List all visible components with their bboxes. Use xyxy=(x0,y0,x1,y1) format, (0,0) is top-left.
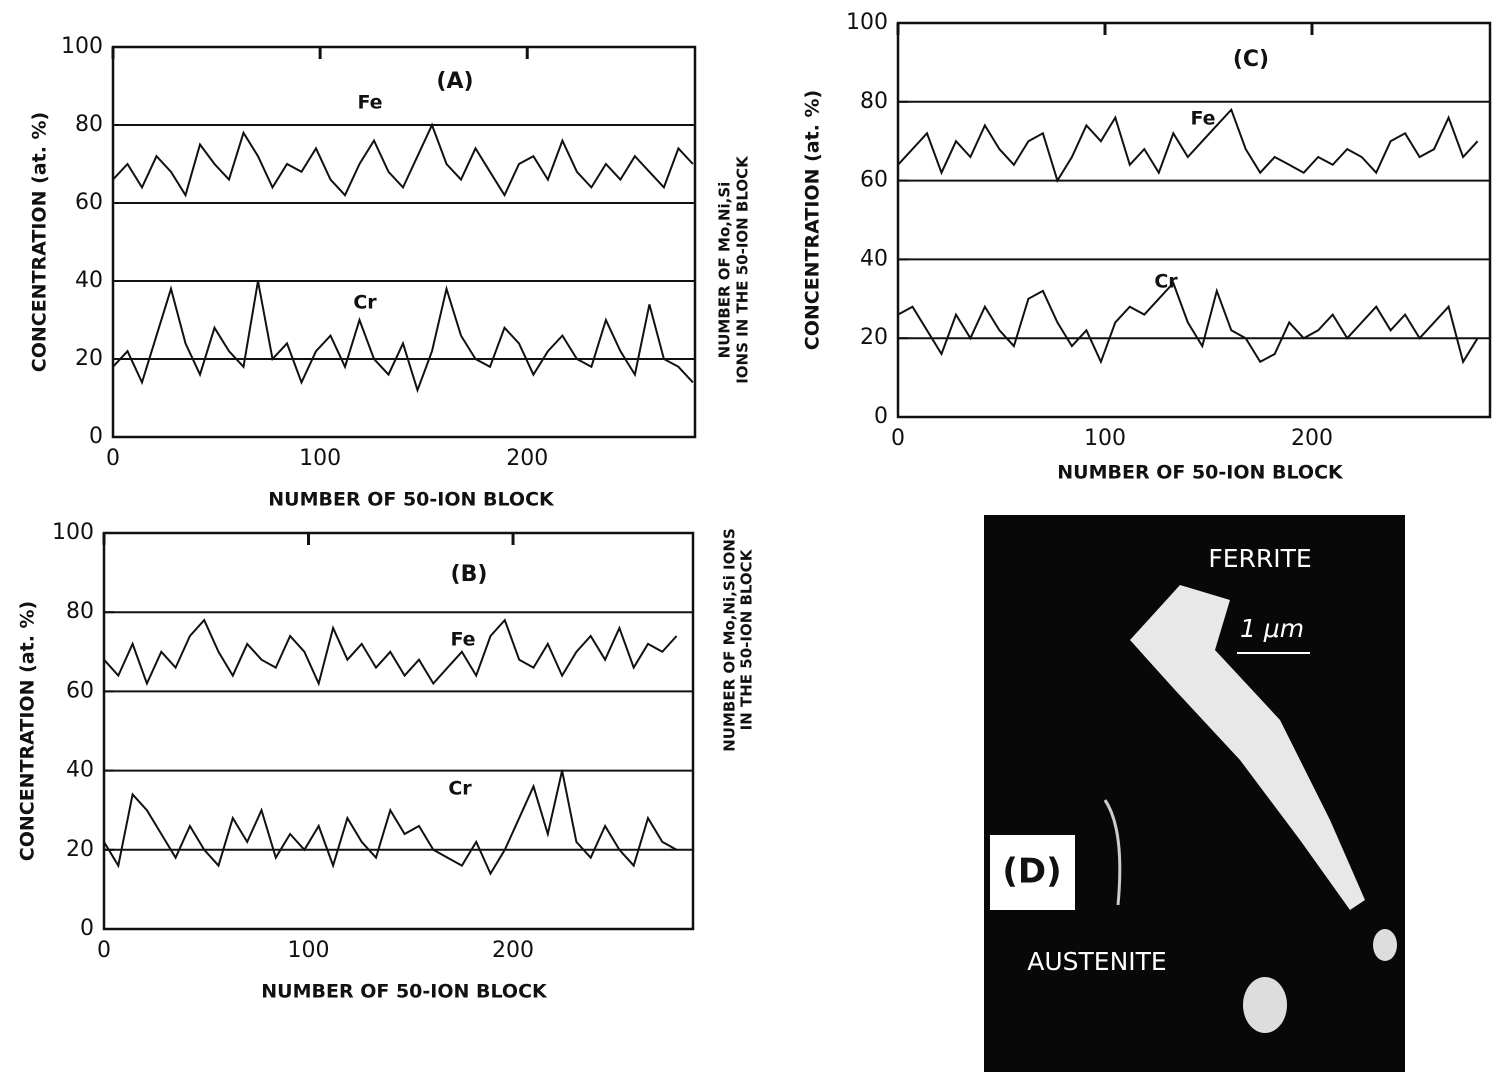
y-tick-label: 0 xyxy=(80,916,94,941)
series-label: Fe xyxy=(450,629,475,651)
series-label: Cr xyxy=(353,292,377,314)
panel-title: (C) xyxy=(1233,47,1269,72)
data-line xyxy=(112,122,694,198)
x-tick-label: 200 xyxy=(1291,426,1333,451)
data-line xyxy=(897,107,1479,184)
x-axis-label: NUMBER OF 50-ION BLOCK xyxy=(261,981,548,1003)
y-tick-label: 80 xyxy=(66,599,94,624)
y-tick-label: 100 xyxy=(846,10,888,35)
y2-axis-label: NUMBER OF Mo,Ni,Si IONS xyxy=(721,528,739,752)
y-tick-label: 0 xyxy=(89,424,103,449)
scale-label: 1 μm xyxy=(1240,614,1304,643)
x-tick-label: 0 xyxy=(97,938,111,963)
series-label: Cr xyxy=(1154,271,1178,293)
data-line xyxy=(103,618,678,687)
y-axis-label: CONCENTRATION (at. %) xyxy=(29,112,51,372)
series-label: Fe xyxy=(357,92,382,114)
x-tick-label: 100 xyxy=(1084,426,1126,451)
data-line xyxy=(897,281,1479,365)
grain-boundary xyxy=(1103,799,1122,906)
micrograph: (D) FERRITE 1 μm AUSTENITE xyxy=(984,515,1405,1072)
panel-label: (D) xyxy=(1002,852,1061,892)
panel-title: (A) xyxy=(436,69,473,94)
y-tick-label: 0 xyxy=(874,404,888,429)
phase-label: AUSTENITE xyxy=(1027,947,1166,976)
y2-axis-label: IN THE 50-ION BLOCK xyxy=(738,548,756,730)
y-tick-label: 40 xyxy=(860,246,888,271)
series-label: Cr xyxy=(448,778,472,800)
y-tick-label: 100 xyxy=(52,520,94,545)
y-tick-label: 60 xyxy=(66,678,94,703)
x-tick-label: 0 xyxy=(106,446,120,471)
y-tick-label: 80 xyxy=(75,112,103,137)
ferrite-band xyxy=(1130,585,1365,910)
plot-frame xyxy=(896,21,1492,419)
y-tick-label: 40 xyxy=(66,758,94,783)
plot-frame xyxy=(102,531,695,931)
y-tick-label: 20 xyxy=(75,346,103,371)
y2-axis-label: IONS IN THE 50-ION BLOCK xyxy=(734,155,752,384)
y-tick-label: 20 xyxy=(860,325,888,350)
y-tick-label: 100 xyxy=(61,34,103,59)
particle xyxy=(1373,929,1397,961)
y-tick-label: 60 xyxy=(860,168,888,193)
x-axis-label: NUMBER OF 50-ION BLOCK xyxy=(1057,462,1344,484)
x-tick-label: 100 xyxy=(299,446,341,471)
x-axis-label: NUMBER OF 50-ION BLOCK xyxy=(268,489,555,511)
x-tick-label: 200 xyxy=(492,938,534,963)
data-line xyxy=(103,770,678,876)
data-line xyxy=(112,280,694,394)
phase-label: FERRITE xyxy=(1208,544,1311,573)
x-tick-label: 200 xyxy=(506,446,548,471)
label-box xyxy=(990,835,1075,910)
y-tick-label: 60 xyxy=(75,190,103,215)
y2-axis-label: NUMBER OF Mo,Ni,Si xyxy=(716,182,734,359)
y-axis-label: CONCENTRATION (at. %) xyxy=(17,601,39,861)
x-tick-label: 0 xyxy=(891,426,905,451)
y-axis-label: CONCENTRATION (at. %) xyxy=(802,90,824,350)
y-tick-label: 80 xyxy=(860,89,888,114)
plot-frame xyxy=(111,45,697,439)
series-label: Fe xyxy=(1190,108,1215,130)
y-tick-label: 40 xyxy=(75,268,103,293)
y-tick-label: 20 xyxy=(66,837,94,862)
x-tick-label: 100 xyxy=(288,938,330,963)
panel-title: (B) xyxy=(451,562,488,587)
particle xyxy=(1243,977,1287,1033)
